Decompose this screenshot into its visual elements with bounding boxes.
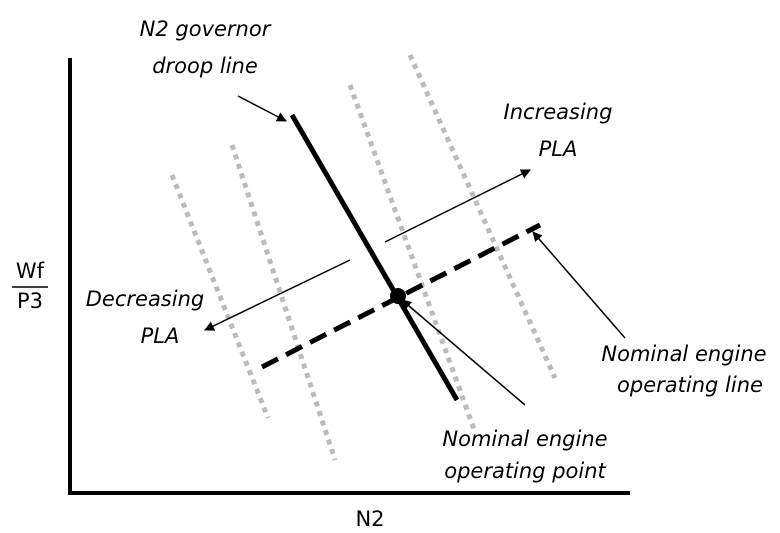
droop-pointer [237,95,287,122]
label: PLA [141,324,180,348]
label: Nominal engine [442,427,607,451]
label: operating point [444,459,606,483]
arrows [204,95,626,406]
label: N2 governor [140,17,272,41]
increase-arrow [384,169,531,243]
point-pointer [401,299,526,406]
label: operating line [617,373,763,397]
line-pointer [532,231,626,339]
label: Decreasing [86,287,204,311]
decrease-arrow [204,259,351,331]
operating-line [260,222,542,370]
pla-line [229,144,338,461]
pla-line [347,84,478,433]
label: droop line [152,54,258,78]
label: Increasing [504,100,613,124]
y-label-den: P3 [17,289,43,313]
y-label-num: Wf [16,259,45,283]
pla-line [169,174,271,419]
constant-pla-lines [169,53,558,461]
label: Nominal engine [601,342,766,366]
x-label: N2 [355,507,384,531]
label: PLA [539,137,578,161]
droop-line [289,113,460,402]
